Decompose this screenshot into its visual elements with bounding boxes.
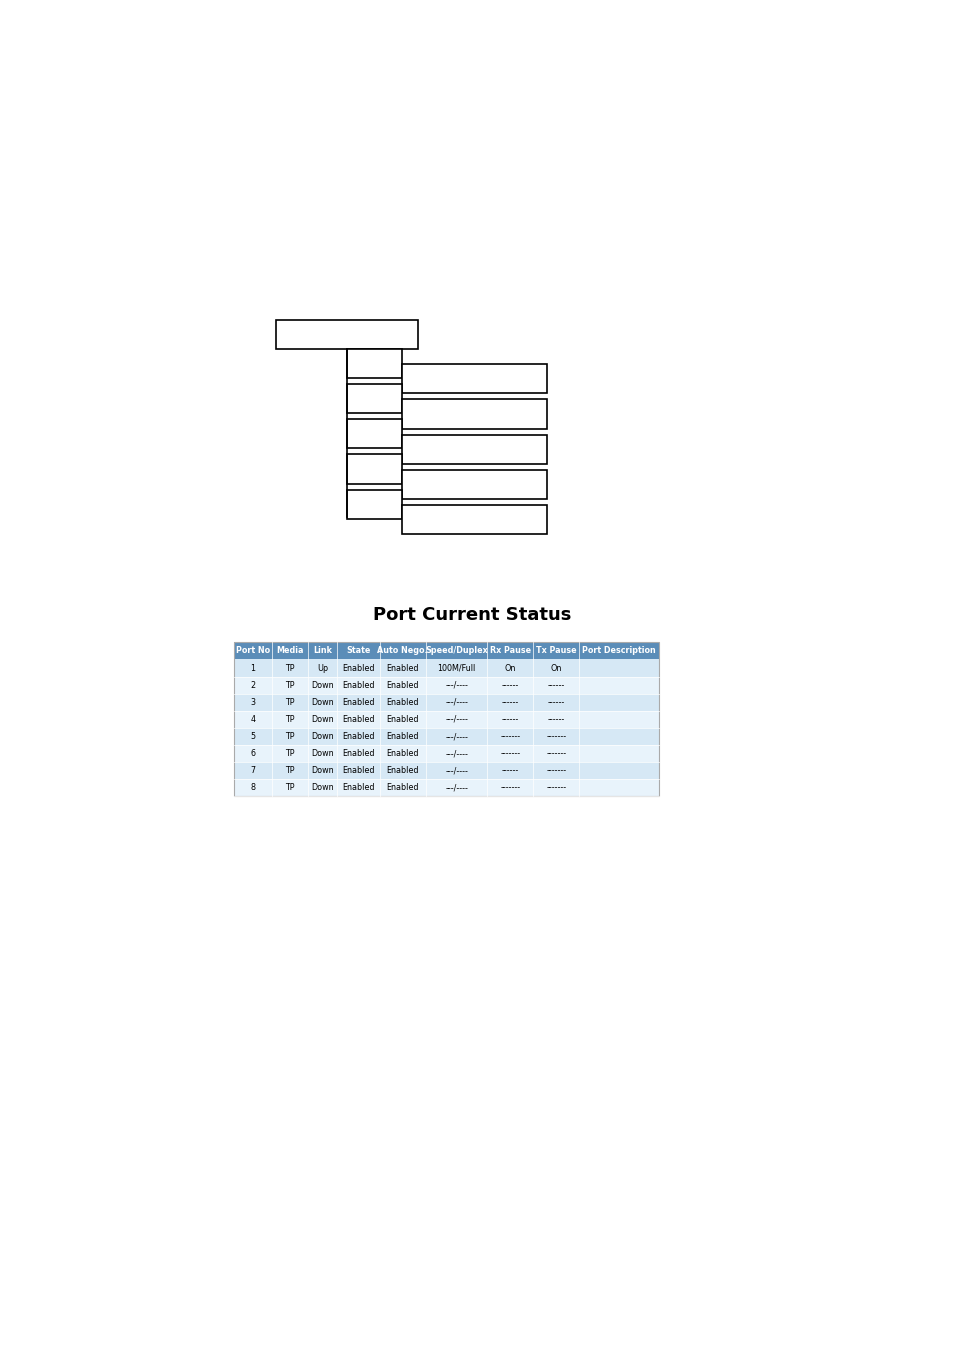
Text: 3: 3 (251, 698, 255, 706)
Text: 4: 4 (251, 714, 255, 724)
Text: Down: Down (311, 732, 334, 741)
Text: TP: TP (285, 732, 294, 741)
Text: ------: ------ (501, 714, 518, 724)
Text: Down: Down (311, 714, 334, 724)
Text: ---/----: ---/---- (445, 714, 468, 724)
Text: Port No: Port No (235, 647, 270, 655)
Text: TP: TP (285, 714, 294, 724)
Text: Enabled: Enabled (386, 681, 418, 690)
Bar (347, 419, 402, 449)
Bar (275, 319, 417, 349)
Text: ---/----: ---/---- (445, 783, 468, 793)
Text: Enabled: Enabled (386, 766, 418, 775)
Text: 2: 2 (251, 681, 255, 690)
Bar (233, 677, 659, 694)
Bar (233, 710, 659, 728)
Text: Enabled: Enabled (342, 732, 375, 741)
Bar (233, 643, 659, 797)
Bar (402, 470, 546, 499)
Text: State: State (346, 647, 370, 655)
Text: Speed/Duplex: Speed/Duplex (425, 647, 488, 655)
Text: Port Current Status: Port Current Status (373, 605, 571, 624)
Text: -------: ------- (545, 732, 566, 741)
Text: Enabled: Enabled (342, 714, 375, 724)
Text: Down: Down (311, 783, 334, 793)
Text: TP: TP (285, 749, 294, 758)
Bar (402, 506, 546, 534)
Bar (233, 694, 659, 710)
Text: ---/----: ---/---- (445, 681, 468, 690)
Text: On: On (550, 663, 561, 673)
Text: Enabled: Enabled (342, 698, 375, 706)
Text: Enabled: Enabled (386, 698, 418, 706)
Text: TP: TP (285, 698, 294, 706)
Text: On: On (504, 663, 516, 673)
Bar (233, 779, 659, 797)
Text: -------: ------- (545, 783, 566, 793)
Text: Down: Down (311, 698, 334, 706)
Text: Down: Down (311, 749, 334, 758)
Bar (402, 364, 546, 394)
Text: Rx Pause: Rx Pause (489, 647, 531, 655)
Text: ---/----: ---/---- (445, 749, 468, 758)
Text: -------: ------- (499, 732, 520, 741)
Text: -------: ------- (545, 766, 566, 775)
Text: 7: 7 (251, 766, 255, 775)
Text: Tx Pause: Tx Pause (536, 647, 576, 655)
Text: ------: ------ (501, 698, 518, 706)
Text: ------: ------ (547, 681, 564, 690)
Text: Down: Down (311, 681, 334, 690)
Text: Enabled: Enabled (342, 749, 375, 758)
Bar (347, 489, 402, 519)
Bar (233, 728, 659, 745)
Text: 6: 6 (251, 749, 255, 758)
Text: TP: TP (285, 783, 294, 793)
Text: Enabled: Enabled (386, 749, 418, 758)
Text: Enabled: Enabled (386, 732, 418, 741)
Text: TP: TP (285, 681, 294, 690)
Text: -------: ------- (499, 749, 520, 758)
Bar (233, 762, 659, 779)
Text: Enabled: Enabled (386, 783, 418, 793)
Text: ---/----: ---/---- (445, 698, 468, 706)
Text: Up: Up (316, 663, 328, 673)
Text: Enabled: Enabled (342, 766, 375, 775)
Text: 100M/Full: 100M/Full (437, 663, 476, 673)
Bar (347, 454, 402, 484)
Text: -------: ------- (499, 783, 520, 793)
Text: TP: TP (285, 663, 294, 673)
Text: ------: ------ (547, 698, 564, 706)
Bar (402, 435, 546, 464)
Bar (233, 659, 659, 677)
Text: ---/----: ---/---- (445, 766, 468, 775)
Text: Down: Down (311, 766, 334, 775)
Text: ------: ------ (501, 681, 518, 690)
Text: 8: 8 (251, 783, 255, 793)
Bar (233, 745, 659, 762)
Text: Enabled: Enabled (386, 714, 418, 724)
Text: 1: 1 (251, 663, 255, 673)
Text: Auto Nego.: Auto Nego. (377, 647, 428, 655)
Text: Media: Media (276, 647, 303, 655)
Text: -------: ------- (545, 749, 566, 758)
Bar (402, 399, 546, 429)
Text: ---/----: ---/---- (445, 732, 468, 741)
Text: Enabled: Enabled (386, 663, 418, 673)
Bar (347, 384, 402, 412)
Text: ------: ------ (547, 714, 564, 724)
Text: Enabled: Enabled (342, 783, 375, 793)
Text: Enabled: Enabled (342, 663, 375, 673)
Bar (347, 349, 402, 377)
Text: TP: TP (285, 766, 294, 775)
Text: ------: ------ (501, 766, 518, 775)
Text: Link: Link (313, 647, 332, 655)
Text: 5: 5 (251, 732, 255, 741)
Bar (233, 643, 659, 659)
Text: Enabled: Enabled (342, 681, 375, 690)
Text: Port Description: Port Description (581, 647, 656, 655)
